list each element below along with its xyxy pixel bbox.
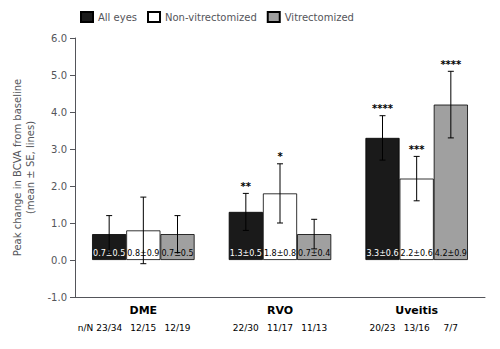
svg-text:RVO: RVO xyxy=(267,304,293,317)
svg-text:Non-vitrectomized: Non-vitrectomized xyxy=(165,12,257,23)
svg-text:****: **** xyxy=(440,59,462,70)
svg-text:2.2±0.6: 2.2±0.6 xyxy=(401,249,433,258)
svg-text:n/N: n/N xyxy=(78,323,93,333)
svg-text:11/13: 11/13 xyxy=(301,323,327,333)
svg-text:****: **** xyxy=(372,103,394,114)
svg-text:0.0: 0.0 xyxy=(51,255,67,266)
svg-text:**: ** xyxy=(241,181,252,192)
svg-text:1.0: 1.0 xyxy=(51,218,67,229)
svg-text:11/17: 11/17 xyxy=(267,323,293,333)
svg-text:0.7±0.5: 0.7±0.5 xyxy=(161,248,194,258)
svg-text:4.2±0.9: 4.2±0.9 xyxy=(435,249,467,258)
svg-text:0.7±0.5: 0.7±0.5 xyxy=(93,248,126,258)
svg-text:-1.0: -1.0 xyxy=(47,292,67,303)
svg-text:23/34: 23/34 xyxy=(96,323,122,333)
svg-text:3.3±0.6: 3.3±0.6 xyxy=(366,249,398,258)
svg-text:20/23: 20/23 xyxy=(370,323,396,333)
svg-text:13/16: 13/16 xyxy=(404,323,430,333)
svg-text:12/15: 12/15 xyxy=(130,323,156,333)
svg-text:3.0: 3.0 xyxy=(51,144,67,155)
svg-text:6.0: 6.0 xyxy=(51,33,67,44)
svg-text:(mean ± SE, lines): (mean ± SE, lines) xyxy=(25,121,36,214)
svg-text:***: *** xyxy=(409,144,425,155)
svg-text:1.8±0.8: 1.8±0.8 xyxy=(264,249,296,258)
svg-text:All eyes: All eyes xyxy=(98,12,137,23)
svg-text:2.0: 2.0 xyxy=(51,181,67,192)
svg-text:22/30: 22/30 xyxy=(233,323,259,333)
svg-text:0.8±0.9: 0.8±0.9 xyxy=(127,248,160,258)
svg-text:Vitrectomized: Vitrectomized xyxy=(285,12,354,23)
svg-text:DME: DME xyxy=(130,304,158,317)
svg-text:7/7: 7/7 xyxy=(444,323,458,333)
svg-text:12/19: 12/19 xyxy=(165,323,191,333)
svg-text:4.0: 4.0 xyxy=(51,107,67,118)
svg-text:1.3±0.5: 1.3±0.5 xyxy=(230,249,262,258)
svg-text:5.0: 5.0 xyxy=(51,70,67,81)
svg-text:Uveitis: Uveitis xyxy=(395,304,438,317)
svg-text:*: * xyxy=(277,151,283,162)
svg-text:Peak change in BCVA from basel: Peak change in BCVA from baseline xyxy=(12,79,23,256)
svg-text:0.7±0.4: 0.7±0.4 xyxy=(298,249,330,258)
